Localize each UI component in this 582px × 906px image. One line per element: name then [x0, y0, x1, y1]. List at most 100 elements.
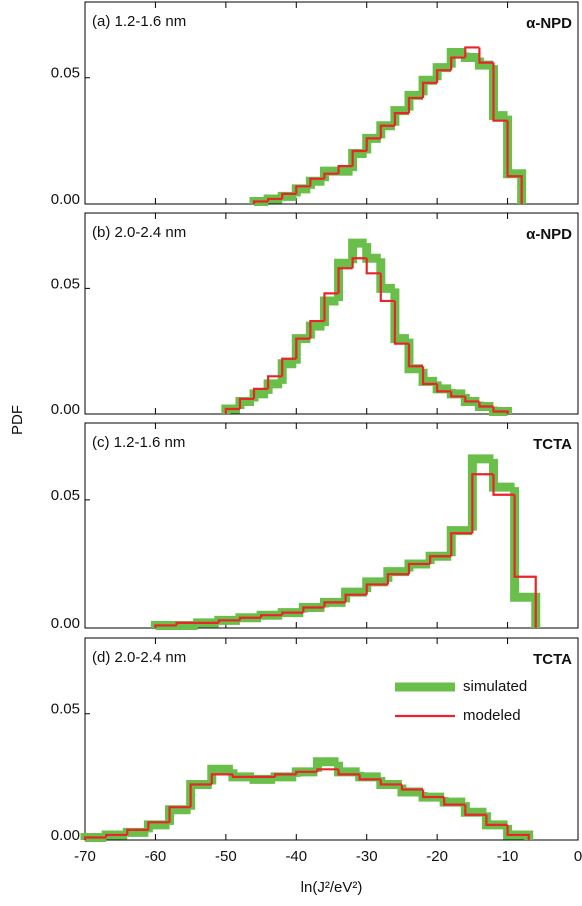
- y-tick-label: 0.00: [51, 827, 80, 844]
- histogram-step: [365, 583, 388, 595]
- histogram-step: [450, 391, 466, 398]
- histogram-step: [478, 401, 494, 408]
- histogram-step: [464, 804, 487, 816]
- histogram-step: [309, 319, 325, 339]
- y-tick-label: 0.05: [51, 487, 80, 504]
- histogram-step: [165, 805, 191, 825]
- histogram-step: [376, 776, 402, 789]
- histogram-step: [421, 789, 445, 799]
- histogram-step: [488, 458, 515, 492]
- histogram-step: [436, 69, 452, 83]
- histogram-step: [224, 407, 240, 414]
- histogram-step: [397, 784, 424, 797]
- histogram-step: [252, 200, 269, 204]
- y-tick-label: 0.05: [51, 275, 80, 292]
- histogram-step: [407, 343, 424, 368]
- histogram-step: [436, 383, 452, 393]
- histogram-step: [492, 474, 515, 496]
- histogram-step: [443, 797, 466, 806]
- plot-frame: [84, 422, 579, 629]
- histogram-step: [450, 532, 473, 557]
- y-tick-label: 0.00: [51, 191, 80, 208]
- histogram-step: [175, 621, 198, 626]
- x-tick-label: -20: [426, 848, 448, 865]
- histogram-step: [334, 761, 360, 777]
- histogram-step: [429, 555, 452, 564]
- histogram-step: [488, 406, 513, 416]
- histogram-step: [217, 619, 240, 623]
- histogram-step: [407, 562, 431, 575]
- histogram-step: [355, 771, 381, 782]
- histogram-step: [376, 258, 395, 293]
- histogram-step: [228, 769, 255, 782]
- histogram-step: [302, 606, 325, 613]
- y-tick-label: 0.00: [51, 401, 80, 418]
- histogram-step: [291, 184, 311, 197]
- x-tick-label: -60: [145, 848, 167, 865]
- plot-frame: [84, 1, 579, 205]
- histogram-step: [492, 406, 509, 414]
- histogram-step: [439, 797, 466, 807]
- histogram-step: [143, 820, 170, 833]
- panel-label: (b) 2.0-2.4 nm: [92, 224, 186, 241]
- histogram-step: [362, 243, 381, 263]
- histogram-step: [344, 593, 367, 603]
- legend-label: simulated: [463, 678, 527, 695]
- histogram-step: [83, 836, 107, 840]
- histogram-step: [421, 81, 438, 98]
- histogram-step: [252, 387, 269, 399]
- material-label: TCTA: [533, 651, 572, 668]
- plot-frame: [84, 212, 579, 415]
- histogram-step: [393, 112, 409, 126]
- histogram-step: [474, 57, 494, 70]
- panel-label: (c) 1.2-1.6 nm: [92, 434, 185, 451]
- histogram-step: [464, 46, 480, 58]
- histogram-step: [238, 616, 262, 621]
- histogram-step: [295, 770, 318, 775]
- x-tick-label: -40: [285, 848, 307, 865]
- histogram-step: [425, 551, 452, 564]
- legend-label: modeled: [463, 707, 521, 724]
- histogram-step: [485, 814, 508, 826]
- histogram-step: [362, 133, 381, 154]
- panel-label: (a) 1.2-1.6 nm: [92, 13, 186, 30]
- x-axis-label: ln(J²/eV²): [301, 879, 363, 896]
- histogram-step: [235, 396, 255, 409]
- histogram-step: [337, 769, 360, 776]
- histogram-step: [365, 258, 381, 275]
- histogram-step: [259, 614, 283, 618]
- histogram-step: [267, 375, 283, 389]
- histogram-step: [446, 388, 466, 399]
- histogram-step: [379, 124, 395, 139]
- histogram-step: [379, 779, 402, 786]
- histogram-step: [281, 611, 304, 616]
- histogram-step: [460, 802, 487, 817]
- histogram-step: [492, 62, 508, 122]
- histogram-step: [418, 368, 438, 386]
- histogram-step: [154, 624, 177, 628]
- material-label: α-NPD: [526, 15, 572, 32]
- histogram-step: [186, 779, 212, 810]
- y-axis-label: PDF: [9, 405, 26, 435]
- histogram-step: [309, 177, 325, 187]
- histogram-step: [168, 806, 191, 823]
- histogram-step: [267, 197, 283, 202]
- histogram-step: [503, 824, 534, 840]
- histogram-step: [365, 137, 381, 151]
- histogram-step: [281, 357, 297, 377]
- histogram-step: [503, 115, 527, 204]
- histogram-step: [277, 359, 297, 384]
- histogram-step: [393, 300, 409, 345]
- histogram-step: [323, 172, 339, 179]
- histogram-step: [513, 494, 537, 628]
- histogram-step: [506, 120, 523, 204]
- histogram-step: [337, 267, 353, 294]
- histogram-step: [337, 165, 353, 174]
- histogram-step: [277, 191, 297, 201]
- histogram-step: [323, 601, 346, 608]
- histogram-step: [404, 559, 431, 572]
- histogram-step: [400, 784, 424, 791]
- histogram-step: [464, 396, 480, 403]
- histogram-step: [105, 833, 128, 838]
